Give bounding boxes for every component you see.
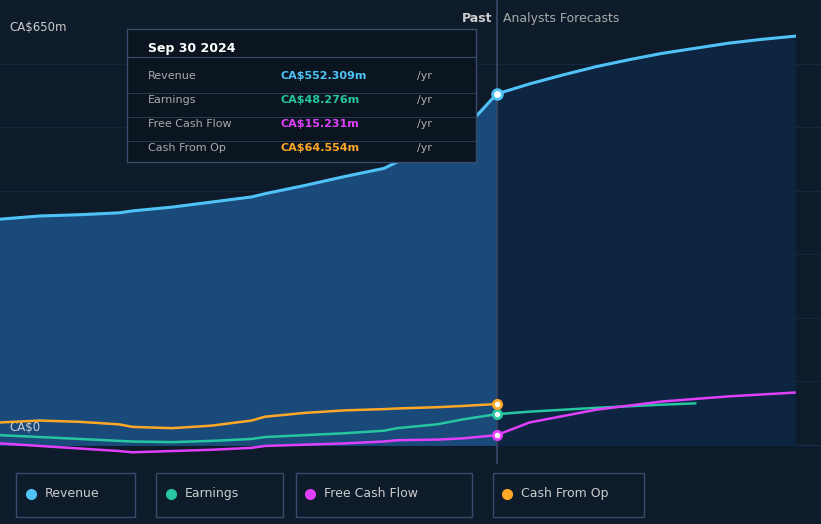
Text: CA$0: CA$0 <box>10 421 41 433</box>
Text: Earnings: Earnings <box>148 95 197 105</box>
Text: Cash From Op: Cash From Op <box>521 487 609 500</box>
Text: /yr: /yr <box>417 143 432 152</box>
Text: Cash From Op: Cash From Op <box>148 143 226 152</box>
Text: Analysts Forecasts: Analysts Forecasts <box>503 12 620 25</box>
Text: Sep 30 2024: Sep 30 2024 <box>148 42 236 55</box>
Text: CA$650m: CA$650m <box>10 21 67 34</box>
Text: Revenue: Revenue <box>45 487 100 500</box>
Text: Past: Past <box>462 12 493 25</box>
Text: CA$552.309m: CA$552.309m <box>281 71 367 81</box>
Text: /yr: /yr <box>417 71 432 81</box>
Text: /yr: /yr <box>417 95 432 105</box>
Text: Free Cash Flow: Free Cash Flow <box>148 119 232 129</box>
Text: Earnings: Earnings <box>185 487 239 500</box>
Text: Free Cash Flow: Free Cash Flow <box>324 487 418 500</box>
Text: CA$15.231m: CA$15.231m <box>281 119 360 129</box>
Text: /yr: /yr <box>417 119 432 129</box>
Text: Revenue: Revenue <box>148 71 197 81</box>
Text: CA$48.276m: CA$48.276m <box>281 95 360 105</box>
Text: CA$64.554m: CA$64.554m <box>281 143 360 152</box>
